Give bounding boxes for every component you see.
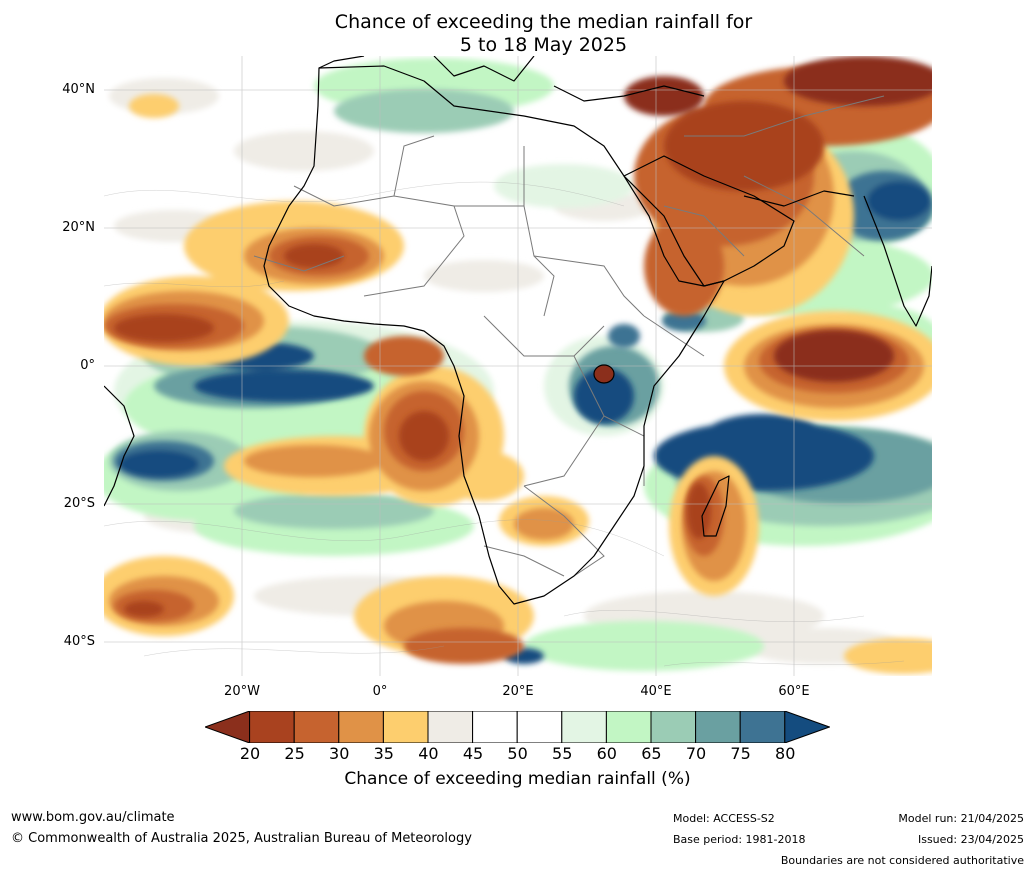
colorbar-segment [561, 711, 607, 743]
colorbar-segment [516, 711, 563, 743]
colorbar-segment [650, 711, 697, 743]
contour-lines [104, 181, 905, 667]
rainfall-map [104, 56, 932, 676]
colorbar-title: Chance of exceeding median rainfall (%) [344, 769, 691, 789]
colorbar-extend-low [205, 711, 251, 743]
colorbar-segment [382, 711, 429, 743]
colorbar-segment [695, 711, 741, 743]
map-title-line1: Chance of exceeding the median rainfall … [334, 11, 753, 33]
colorbar-tick-70: 70 [685, 744, 707, 763]
map-title-line2: 5 to 18 May 2025 [459, 34, 628, 56]
colorbar-segment [427, 711, 474, 743]
colorbar-segment [605, 711, 652, 743]
colorbar-extend-high [784, 711, 830, 743]
base-period: Base period: 1981-2018 [673, 833, 806, 846]
coastlines [104, 56, 932, 605]
colorbar-tick-35: 35 [373, 744, 394, 763]
lon-label-20e: 20°E [502, 684, 534, 699]
colorbar-tick-50: 50 [507, 744, 528, 763]
colorbar-tick-40: 40 [418, 744, 439, 763]
lat-label-0: 0° [80, 358, 95, 373]
lon-label-0: 0° [372, 684, 388, 699]
boundaries-disclaimer: Boundaries are not considered authoritat… [780, 854, 1024, 867]
lat-label-20n: 20°N [62, 220, 95, 235]
colorbar-segment [249, 711, 295, 743]
issued-date: Issued: 23/04/2025 [917, 833, 1024, 846]
wet-heavy-layer [114, 171, 932, 664]
colorbar-tick-60: 60 [596, 744, 617, 763]
lat-label-20s: 20°S [63, 496, 95, 511]
colorbar-segment [338, 711, 384, 743]
colorbar-tick-45: 45 [462, 744, 484, 763]
model-run-date: Model run: 21/04/2025 [898, 812, 1024, 825]
lon-label-40e: 40°E [640, 684, 672, 699]
lon-label-20w: 20°W [224, 684, 260, 699]
lat-label-40s: 40°S [63, 634, 95, 649]
dry-extreme-layer [114, 56, 932, 617]
copyright-text: © Commonwealth of Australia 2025, Austra… [11, 831, 472, 846]
colorbar-tick-65: 65 [641, 744, 662, 763]
lat-label-40n: 40°N [62, 82, 95, 97]
colorbar-tick-20: 20 [239, 744, 261, 763]
model-name: Model: ACCESS-S2 [673, 812, 775, 825]
colorbar-tick-80: 80 [775, 744, 796, 763]
graticule [104, 56, 932, 676]
colorbar-segment [739, 711, 786, 743]
colorbar [205, 711, 830, 743]
website-link[interactable]: www.bom.gov.au/climate [11, 810, 175, 825]
colorbar-segment [472, 711, 518, 743]
colorbar-segment [293, 711, 340, 743]
colorbar-tick-25: 25 [284, 744, 305, 763]
colorbar-tick-30: 30 [329, 744, 350, 763]
lon-label-60e: 60°E [778, 684, 810, 699]
colorbar-tick-55: 55 [552, 744, 573, 763]
colorbar-tick-75: 75 [730, 744, 751, 763]
